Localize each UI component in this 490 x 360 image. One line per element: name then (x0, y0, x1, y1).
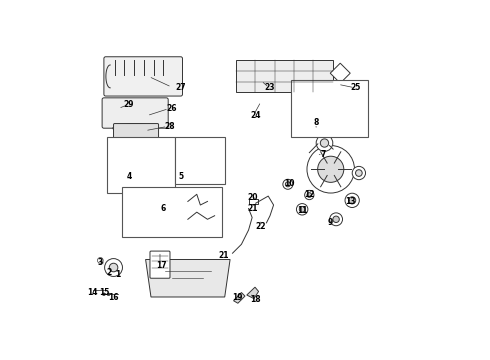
FancyBboxPatch shape (114, 123, 159, 145)
Ellipse shape (113, 124, 156, 133)
Circle shape (345, 193, 359, 207)
Bar (107, 137, 175, 193)
Text: 6: 6 (160, 204, 166, 213)
Text: 17: 17 (156, 261, 167, 270)
Text: 9: 9 (328, 219, 333, 228)
Text: 22: 22 (256, 222, 267, 231)
Text: 3: 3 (98, 258, 103, 267)
FancyBboxPatch shape (104, 57, 182, 96)
Circle shape (181, 146, 209, 175)
Circle shape (318, 156, 344, 183)
Text: 28: 28 (165, 122, 175, 131)
Circle shape (299, 206, 305, 212)
Circle shape (356, 170, 362, 176)
Text: 29: 29 (123, 100, 134, 109)
Text: 16: 16 (109, 293, 119, 302)
Text: 1: 1 (116, 270, 121, 279)
Bar (236, 60, 333, 93)
Circle shape (352, 166, 366, 180)
Circle shape (285, 182, 291, 187)
Polygon shape (247, 287, 259, 298)
Circle shape (104, 258, 122, 276)
Text: 19: 19 (233, 293, 243, 302)
Circle shape (348, 197, 356, 204)
Bar (292, 80, 368, 137)
Text: 2: 2 (107, 268, 112, 277)
Text: 21: 21 (219, 251, 229, 260)
Circle shape (102, 293, 105, 296)
Circle shape (296, 203, 308, 215)
Text: 23: 23 (265, 83, 275, 92)
Circle shape (107, 293, 110, 296)
Text: 10: 10 (284, 179, 295, 188)
Bar (122, 187, 222, 237)
Circle shape (320, 139, 329, 147)
Circle shape (137, 201, 164, 228)
Text: 11: 11 (297, 206, 307, 215)
Text: 12: 12 (304, 190, 315, 199)
Text: 7: 7 (321, 150, 326, 159)
Text: 4: 4 (126, 172, 131, 181)
FancyBboxPatch shape (102, 98, 168, 128)
FancyBboxPatch shape (150, 251, 170, 278)
Text: 8: 8 (314, 118, 319, 127)
Circle shape (333, 216, 339, 222)
Polygon shape (152, 145, 167, 188)
Polygon shape (146, 260, 230, 297)
Polygon shape (330, 63, 350, 83)
Circle shape (148, 153, 171, 176)
Polygon shape (129, 193, 186, 232)
Bar (175, 137, 225, 184)
Text: 25: 25 (350, 83, 361, 92)
Text: 27: 27 (175, 83, 186, 92)
Polygon shape (234, 293, 245, 303)
Text: 26: 26 (167, 104, 177, 113)
Circle shape (98, 257, 103, 263)
Text: 13: 13 (345, 197, 356, 206)
Circle shape (305, 190, 314, 200)
Circle shape (316, 135, 333, 151)
Text: 24: 24 (250, 111, 261, 120)
Text: 5: 5 (178, 172, 183, 181)
Text: 14: 14 (87, 288, 98, 297)
Bar (248, 199, 258, 204)
Circle shape (307, 145, 354, 193)
Text: 15: 15 (98, 288, 109, 297)
Circle shape (109, 263, 118, 272)
Text: 18: 18 (250, 295, 261, 304)
Polygon shape (179, 139, 211, 182)
Circle shape (283, 179, 293, 189)
Circle shape (330, 213, 343, 226)
Circle shape (121, 153, 148, 180)
Text: 20: 20 (247, 193, 257, 202)
Text: 21: 21 (247, 204, 257, 213)
Polygon shape (115, 141, 150, 190)
Circle shape (307, 193, 312, 197)
